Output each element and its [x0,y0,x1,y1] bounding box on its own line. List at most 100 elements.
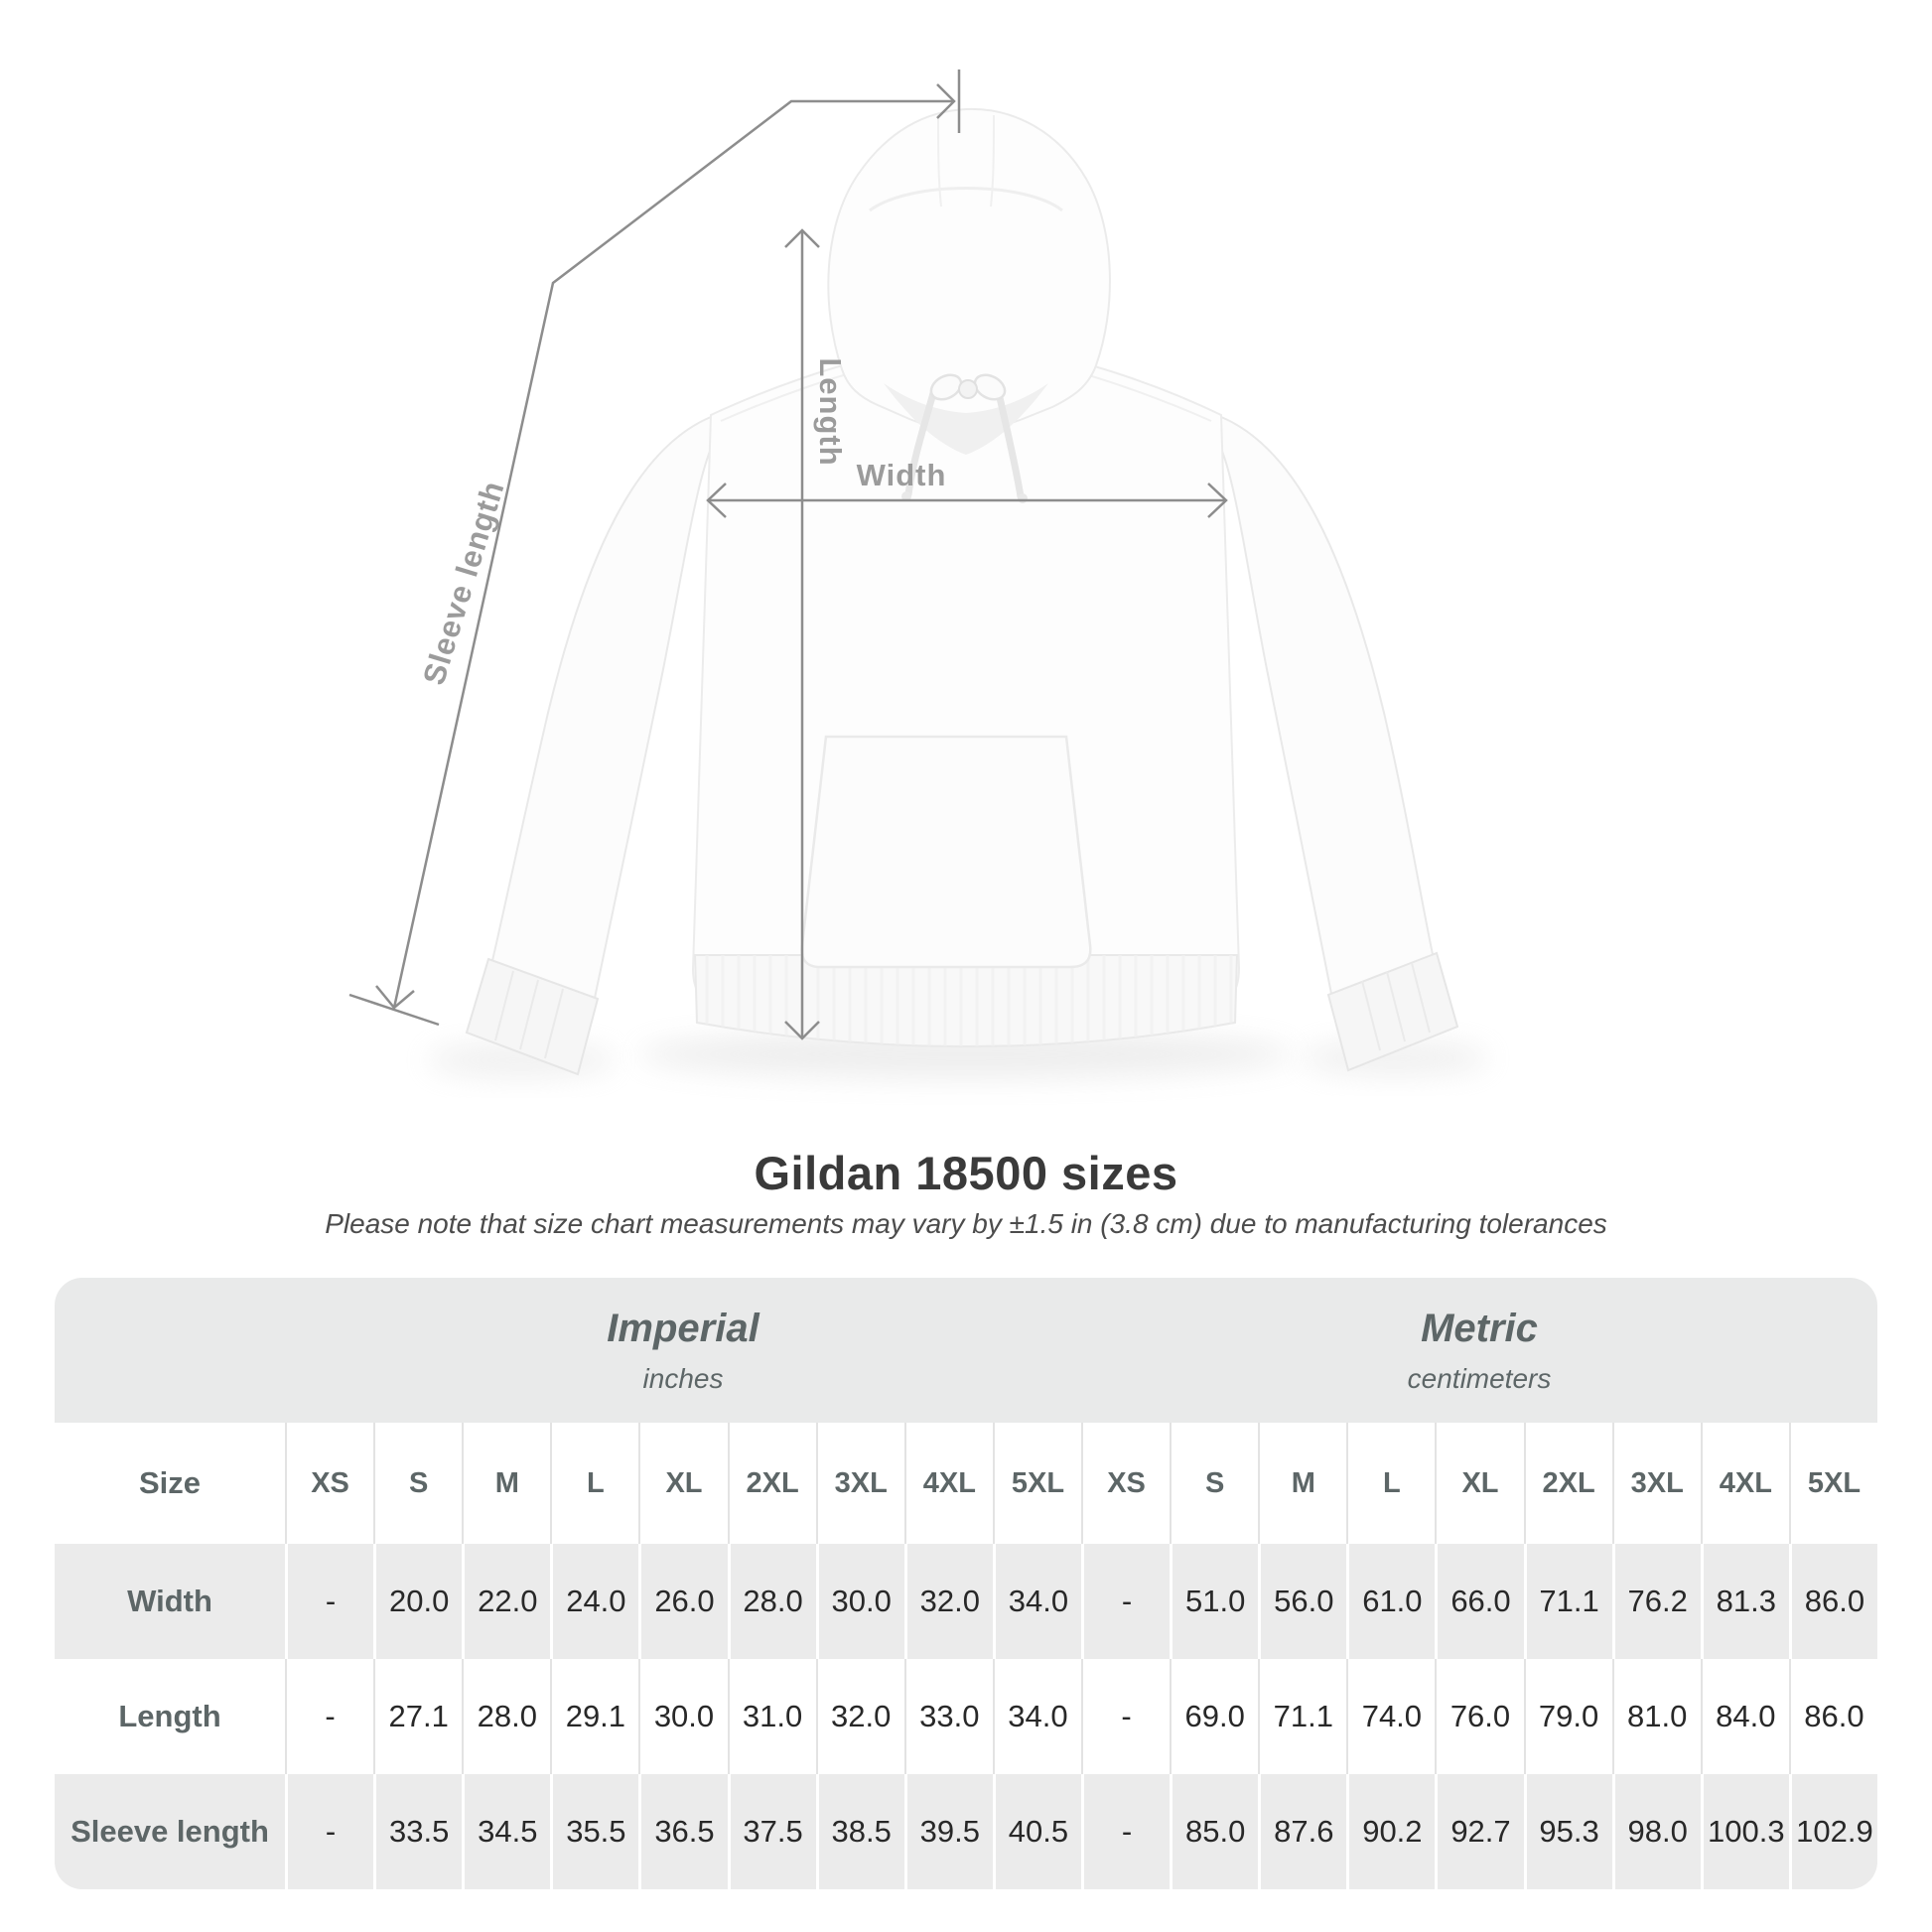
measurement-cell: 33.5 [373,1774,462,1889]
size-col-header: 2XL [727,1423,816,1544]
size-col-header: 5XL [992,1423,1081,1544]
measurement-cell: 76.0 [1435,1659,1523,1774]
measurement-cell: 95.3 [1523,1774,1612,1889]
measurement-cell: 38.5 [815,1774,904,1889]
measurement-cell: - [285,1774,373,1889]
measurement-cell: 90.2 [1346,1774,1435,1889]
size-corner-label: Size [138,1465,202,1500]
measurement-cell: 34.0 [992,1544,1081,1659]
size-col-header: XS [1081,1423,1170,1544]
measurement-cell: 30.0 [815,1544,904,1659]
right-cuff-ribs [1361,962,1431,1051]
size-col-header: S [1170,1423,1258,1544]
measurement-cell: 71.1 [1258,1659,1346,1774]
row-label: Length [118,1699,221,1733]
measurement-cell: 39.5 [903,1774,993,1889]
neckline-shadow [884,383,1048,455]
measurement-cell: 87.6 [1258,1774,1346,1889]
size-col-header: 2XL [1523,1423,1612,1544]
hoodie-figure: Width Length Sleeve length [348,69,1489,1078]
kangaroo-pocket [800,735,1092,969]
measurement-cell: 32.0 [815,1659,904,1774]
hem-rib-texture [695,955,1237,1046]
measurement-cell: 27.1 [373,1659,462,1774]
size-col-header: M [1258,1423,1346,1544]
measurement-cell: - [1081,1544,1170,1659]
measurement-cell: 35.5 [550,1774,638,1889]
unit-group-imperial: Imperial inches [285,1307,1081,1395]
measurement-cell: 81.3 [1700,1544,1789,1659]
measurement-cell: 20.0 [373,1544,462,1659]
left-sleeve [489,415,712,1005]
measurement-cell: 40.5 [992,1774,1081,1889]
table-row: Width -20.0 22.0 24.0 26.0 28.0 30.0 32.0 34.0-5… [55,1544,1877,1659]
measurement-cell: 30.0 [638,1659,727,1774]
measurement-cell: 92.7 [1435,1774,1523,1889]
size-col-header: XL [1435,1423,1523,1544]
size-table: Imperial inches Metric centimeters Size X… [55,1278,1877,1889]
length-arrow [784,228,820,1040]
page-title: Gildan 18500 sizes [754,1147,1178,1199]
measurement-cell: 79.0 [1523,1659,1612,1774]
right-sleeve [1220,415,1436,1001]
measurement-cell: 26.0 [638,1544,727,1659]
measurement-cell: 74.0 [1346,1659,1435,1774]
measurement-cell: 28.0 [727,1544,816,1659]
size-col-header: 5XL [1788,1423,1877,1544]
size-grid: Size XS S M L XL 2XL 3XL 4XL 5XL XS S M L XL 2XL 3XL 4XL 5… [55,1423,1877,1889]
size-col-header: 3XL [815,1423,904,1544]
metric-unit: centimeters [1407,1362,1552,1394]
measurement-cell: 66.0 [1435,1544,1523,1659]
right-cuff [1326,951,1459,1072]
measurement-cell: - [285,1659,373,1774]
size-header-row: Size XS S M L XL 2XL 3XL 4XL 5XL XS S M L XL 2XL 3XL 4XL 5… [55,1423,1877,1544]
row-label: Sleeve length [70,1814,269,1849]
size-col-header: 4XL [903,1423,993,1544]
size-col-header: L [550,1423,638,1544]
width-dim-label: Width [857,458,947,492]
hood-opening-seam [869,187,1063,212]
size-col-header: XL [638,1423,727,1544]
table-row: Sleeve length -33.5 34.5 35.5 36.5 37.5 38.5 39… [55,1774,1877,1889]
imperial-unit: inches [642,1362,724,1394]
measurement-cell: 100.3 [1700,1774,1789,1889]
measurement-cell: 69.0 [1170,1659,1258,1774]
size-col-header: 3XL [1611,1423,1701,1544]
measurement-cell: - [1081,1774,1170,1889]
unit-group-metric: Metric centimeters [1081,1307,1877,1395]
measurement-cell: - [285,1544,373,1659]
sleeve-length-arrow [348,69,961,1027]
measurement-cell: 32.0 [903,1544,993,1659]
size-col-header: L [1346,1423,1435,1544]
size-col-header: XS [285,1423,373,1544]
length-dim-label: Length [813,357,848,466]
measurement-cell: 34.0 [992,1659,1081,1774]
metric-label: Metric [1421,1306,1538,1350]
measurement-cell: 34.5 [462,1774,550,1889]
size-col-header: M [462,1423,550,1544]
measurement-cell: 31.0 [727,1659,816,1774]
size-col-header: 4XL [1700,1423,1789,1544]
size-col-header: S [373,1423,462,1544]
measurement-cell: 28.0 [462,1659,550,1774]
measurement-cell: 81.0 [1611,1659,1701,1774]
measurement-cell: 98.0 [1611,1774,1701,1889]
measurement-cell: 24.0 [550,1544,638,1659]
table-row: Length -27.1 28.0 29.1 30.0 31.0 32.0 33.0 34.0-… [55,1659,1877,1774]
measurement-cell: 71.1 [1523,1544,1612,1659]
measurement-cell: 33.0 [903,1659,993,1774]
measurement-cell: 37.5 [727,1774,816,1889]
row-label: Width [127,1584,212,1618]
hoodie-measurement-diagram: Width Length Sleeve length [348,69,1489,1078]
measurement-cell: 102.9 [1788,1774,1877,1889]
left-cuff-ribs [494,970,564,1059]
width-arrow [706,483,1228,518]
measurement-cell: 85.0 [1170,1774,1258,1889]
measurement-cell: 36.5 [638,1774,727,1889]
measurement-cell: 51.0 [1170,1544,1258,1659]
measurement-cell: 86.0 [1788,1544,1877,1659]
measurement-cell: 76.2 [1611,1544,1701,1659]
imperial-label: Imperial [607,1306,759,1350]
hoodie-photo [465,107,1459,1076]
tolerance-note: Please note that size chart measurements… [325,1208,1607,1239]
